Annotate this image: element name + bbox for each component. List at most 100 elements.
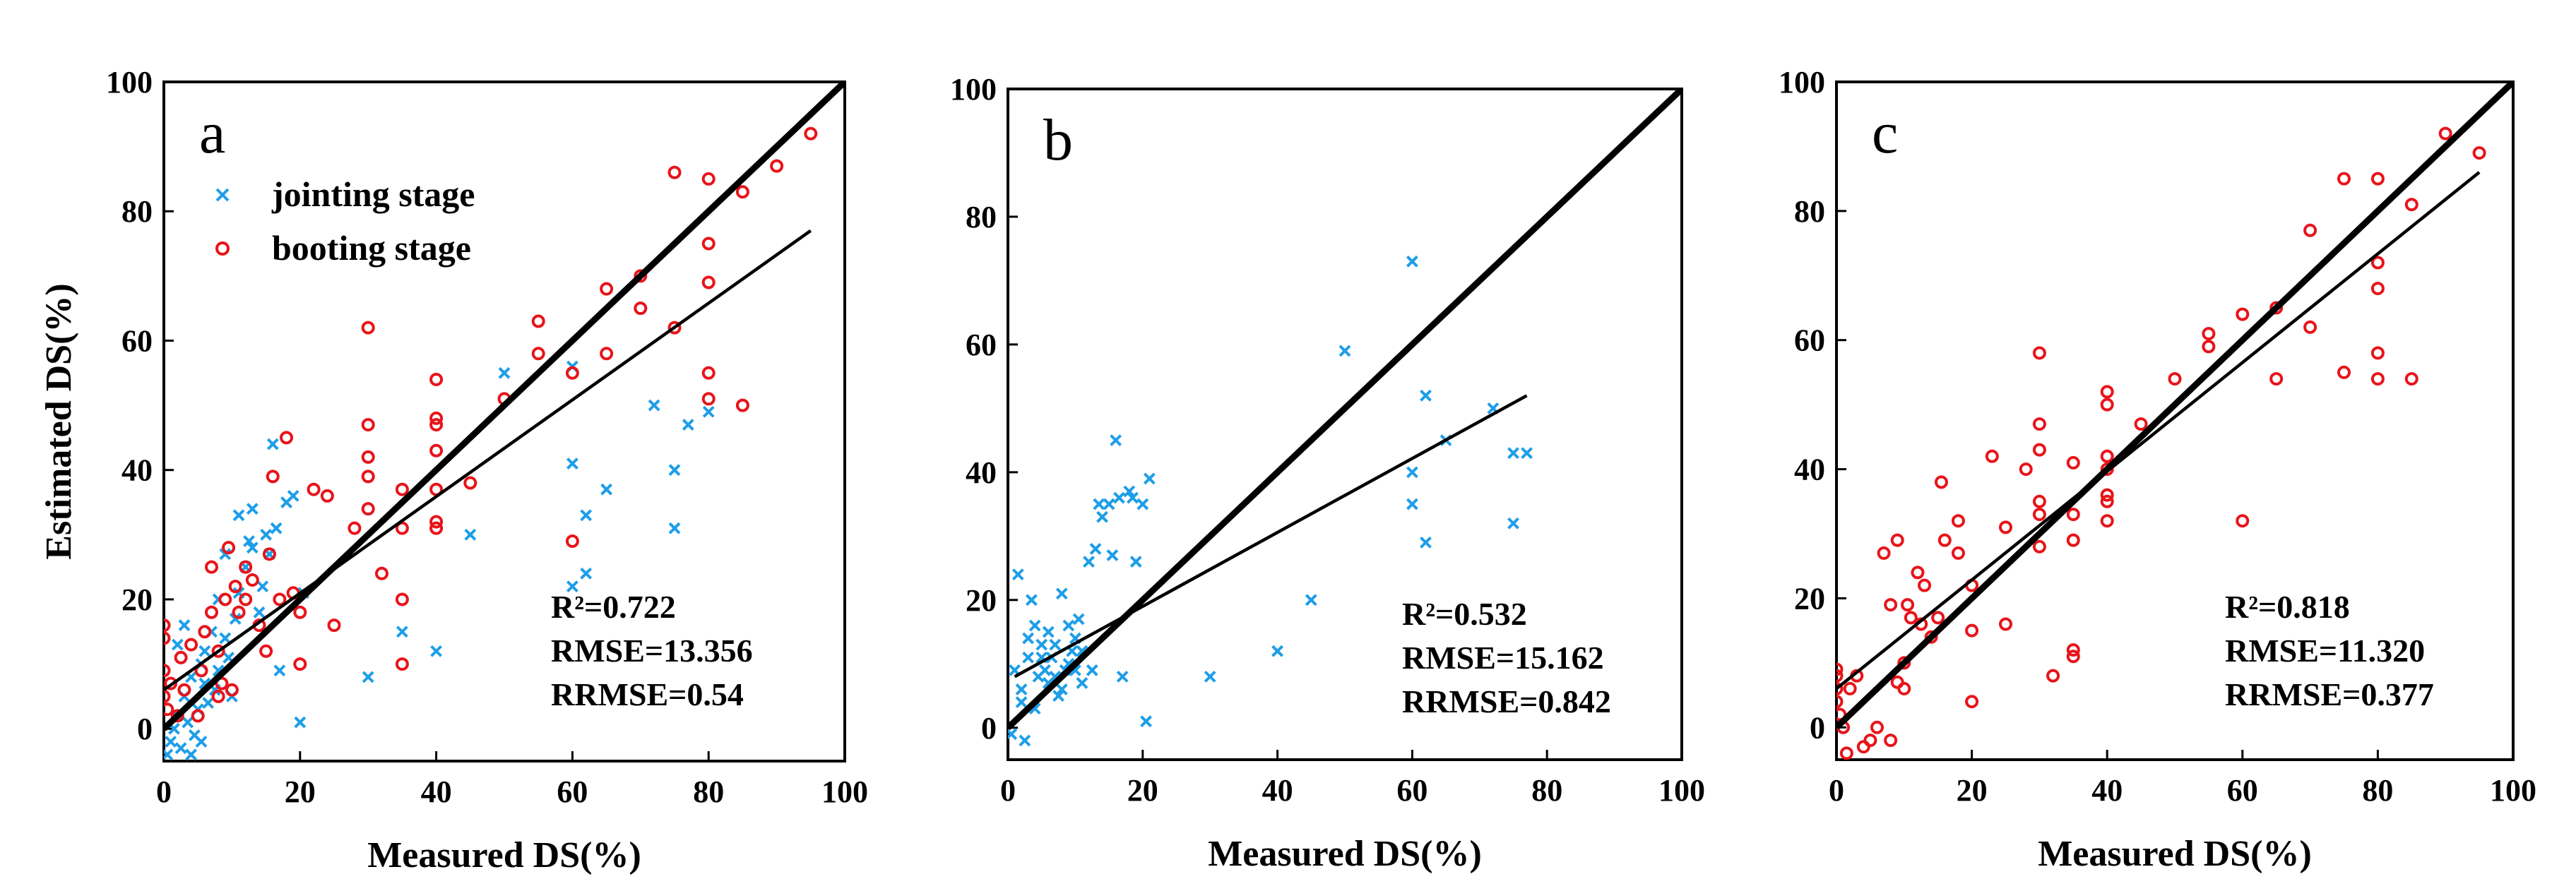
x-tick-label: 0 [1000, 773, 1016, 808]
data-point [1406, 498, 1418, 510]
data-point [2134, 417, 2148, 431]
data-point [2032, 539, 2046, 554]
data-point [634, 301, 648, 316]
legend-booting-label: booting stage [272, 228, 471, 268]
data-point [164, 664, 171, 678]
data-point [374, 566, 388, 580]
one-to-one-line [164, 82, 845, 731]
data-point [701, 392, 716, 406]
data-point [1884, 734, 1898, 748]
data-point [307, 482, 321, 496]
data-point [1112, 491, 1125, 504]
data-point [287, 489, 299, 502]
data-point [735, 398, 749, 412]
data-point [280, 431, 294, 445]
y-tick-label: 20 [1794, 581, 1825, 616]
rmse-label: RMSE=11.320 [2225, 633, 2425, 669]
y-tick-label: 60 [121, 323, 153, 358]
x-marker-icon [215, 188, 230, 202]
data-point [228, 580, 242, 594]
x-tick-label: 60 [557, 775, 588, 809]
data-point [243, 535, 255, 547]
data-point [667, 165, 682, 179]
data-point [1035, 638, 1048, 651]
data-point [2370, 256, 2385, 270]
data-point [1406, 255, 1418, 268]
data-point [2168, 372, 2182, 386]
data-point [327, 618, 341, 633]
y-tick-label: 40 [1794, 453, 1825, 487]
data-point [177, 683, 191, 697]
data-point [219, 632, 232, 645]
data-point [2066, 643, 2080, 657]
data-point [164, 676, 178, 690]
data-point [191, 709, 205, 723]
panel-c: 0 20 40 60 80 100 0 20 40 60 80 100 Measured DS(%) c R… [1779, 65, 2536, 874]
plot-frame [1835, 80, 2515, 761]
data-point [2202, 327, 2216, 341]
data-point [1985, 449, 1999, 463]
data-point [2032, 417, 2046, 431]
data-point [164, 702, 174, 717]
data-point [1008, 728, 1018, 741]
y-tick-label: 100 [106, 65, 153, 100]
data-point [429, 443, 444, 458]
x-tick-label: 20 [1127, 773, 1158, 808]
x-tick-label: 40 [2091, 773, 2123, 808]
data-point [1951, 514, 1965, 528]
data-point [2100, 488, 2114, 502]
data-point [395, 482, 409, 496]
data-point [222, 541, 236, 555]
data-point [1096, 510, 1108, 523]
data-point [2066, 533, 2080, 547]
data-point [531, 314, 545, 328]
y-tick-label: 100 [950, 72, 997, 107]
data-point [600, 282, 614, 296]
data-point [1116, 670, 1129, 683]
x-tick-label: 20 [1957, 773, 1988, 808]
data-point [1863, 734, 1877, 748]
y-tick-label: 60 [966, 328, 997, 362]
rmse-label: RMSE=15.162 [1402, 640, 1604, 676]
y-axis-title: Estimated DS(%) [39, 283, 79, 559]
data-point [1890, 533, 1904, 547]
y-tick-label: 80 [966, 200, 997, 234]
data-point [667, 321, 682, 335]
data-point [266, 470, 280, 484]
data-point [1136, 498, 1149, 510]
x-tick-label: 40 [421, 775, 452, 809]
data-point [1086, 664, 1098, 676]
data-point [2032, 494, 2046, 508]
data-point [2100, 449, 2114, 463]
data-point [1904, 611, 1918, 625]
data-point [1305, 594, 1317, 606]
data-point [531, 347, 545, 361]
data-point [1836, 681, 1844, 695]
panel-a: 0 20 40 60 80 100 0 20 40 60 80 100 Measured DS(%) Es… [39, 65, 868, 875]
data-point [1937, 533, 1952, 547]
data-point [232, 605, 246, 619]
data-point [1836, 695, 1844, 709]
data-point [1406, 466, 1418, 479]
data-point [270, 522, 283, 534]
data-point [1999, 520, 2012, 534]
data-point [2303, 320, 2317, 334]
data-point [164, 618, 171, 633]
data-point [361, 321, 375, 335]
data-point [1015, 696, 1028, 708]
data-point [565, 534, 579, 548]
y-tick-label: 20 [121, 582, 153, 617]
data-point [1076, 677, 1088, 689]
data-point [498, 366, 511, 379]
data-point [184, 638, 198, 652]
x-axis-title: Measured DS(%) [1208, 834, 1482, 874]
panel-letter: a [199, 100, 225, 166]
data-point [2404, 198, 2418, 212]
data-point [1110, 434, 1122, 447]
data-point [2202, 340, 2216, 354]
legend-jointing-label: jointing stage [271, 174, 475, 214]
data-point [1420, 389, 1432, 402]
data-point [668, 464, 681, 477]
data-point [361, 450, 375, 464]
data-point [1042, 626, 1055, 638]
